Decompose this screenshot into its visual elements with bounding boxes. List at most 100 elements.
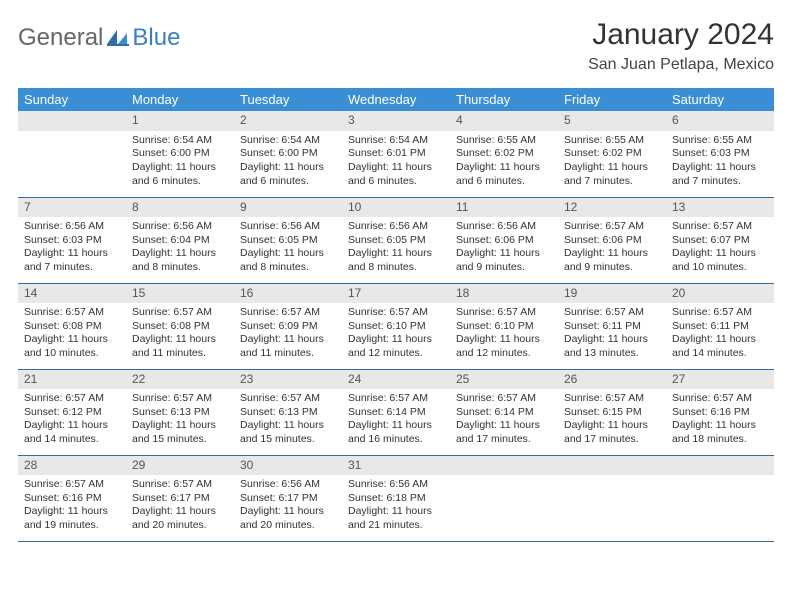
daylight-line: Daylight: 11 hours and 8 minutes. [132, 247, 228, 274]
day-number: 31 [342, 456, 450, 476]
day-content: Sunrise: 6:57 AMSunset: 6:14 PMDaylight:… [450, 389, 558, 452]
sunset-line: Sunset: 6:03 PM [672, 147, 768, 161]
daylight-line: Daylight: 11 hours and 9 minutes. [456, 247, 552, 274]
day-content: Sunrise: 6:57 AMSunset: 6:14 PMDaylight:… [342, 389, 450, 452]
daylight-line: Daylight: 11 hours and 7 minutes. [672, 161, 768, 188]
calendar-table: SundayMondayTuesdayWednesdayThursdayFrid… [18, 88, 774, 542]
sunset-line: Sunset: 6:02 PM [456, 147, 552, 161]
day-number: 15 [126, 284, 234, 304]
weekday-header: Tuesday [234, 88, 342, 111]
sunrise-line: Sunrise: 6:55 AM [456, 134, 552, 148]
sunrise-line: Sunrise: 6:56 AM [132, 220, 228, 234]
daylight-line: Daylight: 11 hours and 6 minutes. [240, 161, 336, 188]
sunset-line: Sunset: 6:11 PM [672, 320, 768, 334]
calendar-empty-cell [450, 455, 558, 541]
sunrise-line: Sunrise: 6:57 AM [672, 392, 768, 406]
logo: General Blue [18, 18, 180, 52]
sunrise-line: Sunrise: 6:56 AM [240, 478, 336, 492]
daylight-line: Daylight: 11 hours and 16 minutes. [348, 419, 444, 446]
calendar-day-cell: 22Sunrise: 6:57 AMSunset: 6:13 PMDayligh… [126, 369, 234, 455]
sunset-line: Sunset: 6:18 PM [348, 492, 444, 506]
sunrise-line: Sunrise: 6:57 AM [240, 392, 336, 406]
sunrise-line: Sunrise: 6:57 AM [132, 478, 228, 492]
sunset-line: Sunset: 6:12 PM [24, 406, 120, 420]
sunrise-line: Sunrise: 6:56 AM [348, 220, 444, 234]
calendar-day-cell: 10Sunrise: 6:56 AMSunset: 6:05 PMDayligh… [342, 197, 450, 283]
weekday-header: Monday [126, 88, 234, 111]
sunset-line: Sunset: 6:16 PM [672, 406, 768, 420]
day-content: Sunrise: 6:56 AMSunset: 6:06 PMDaylight:… [450, 217, 558, 280]
calendar-day-cell: 28Sunrise: 6:57 AMSunset: 6:16 PMDayligh… [18, 455, 126, 541]
day-content: Sunrise: 6:56 AMSunset: 6:04 PMDaylight:… [126, 217, 234, 280]
daylight-line: Daylight: 11 hours and 21 minutes. [348, 505, 444, 532]
day-number: 30 [234, 456, 342, 476]
daylight-line: Daylight: 11 hours and 10 minutes. [24, 333, 120, 360]
sunrise-line: Sunrise: 6:57 AM [672, 306, 768, 320]
sunset-line: Sunset: 6:08 PM [24, 320, 120, 334]
calendar-day-cell: 13Sunrise: 6:57 AMSunset: 6:07 PMDayligh… [666, 197, 774, 283]
calendar-day-cell: 3Sunrise: 6:54 AMSunset: 6:01 PMDaylight… [342, 111, 450, 197]
calendar-week-row: 7Sunrise: 6:56 AMSunset: 6:03 PMDaylight… [18, 197, 774, 283]
day-content: Sunrise: 6:56 AMSunset: 6:05 PMDaylight:… [342, 217, 450, 280]
daylight-line: Daylight: 11 hours and 18 minutes. [672, 419, 768, 446]
day-content: Sunrise: 6:57 AMSunset: 6:12 PMDaylight:… [18, 389, 126, 452]
sunrise-line: Sunrise: 6:57 AM [24, 306, 120, 320]
sunset-line: Sunset: 6:00 PM [240, 147, 336, 161]
daylight-line: Daylight: 11 hours and 17 minutes. [456, 419, 552, 446]
logo-sail-icon [107, 30, 129, 46]
sunrise-line: Sunrise: 6:56 AM [240, 220, 336, 234]
calendar-day-cell: 30Sunrise: 6:56 AMSunset: 6:17 PMDayligh… [234, 455, 342, 541]
daylight-line: Daylight: 11 hours and 9 minutes. [564, 247, 660, 274]
day-content: Sunrise: 6:57 AMSunset: 6:07 PMDaylight:… [666, 217, 774, 280]
calendar-day-cell: 23Sunrise: 6:57 AMSunset: 6:13 PMDayligh… [234, 369, 342, 455]
sunrise-line: Sunrise: 6:57 AM [132, 392, 228, 406]
sunset-line: Sunset: 6:08 PM [132, 320, 228, 334]
day-number: 2 [234, 111, 342, 131]
sunset-line: Sunset: 6:14 PM [348, 406, 444, 420]
calendar-day-cell: 25Sunrise: 6:57 AMSunset: 6:14 PMDayligh… [450, 369, 558, 455]
day-number: 20 [666, 284, 774, 304]
day-number: 29 [126, 456, 234, 476]
day-number: 19 [558, 284, 666, 304]
sunrise-line: Sunrise: 6:54 AM [240, 134, 336, 148]
daylight-line: Daylight: 11 hours and 14 minutes. [24, 419, 120, 446]
daylight-line: Daylight: 11 hours and 8 minutes. [240, 247, 336, 274]
daylight-line: Daylight: 11 hours and 8 minutes. [348, 247, 444, 274]
day-content: Sunrise: 6:57 AMSunset: 6:09 PMDaylight:… [234, 303, 342, 366]
day-content: Sunrise: 6:57 AMSunset: 6:11 PMDaylight:… [666, 303, 774, 366]
calendar-day-cell: 2 Sunrise: 6:54 AMSunset: 6:00 PMDaylight… [234, 111, 342, 197]
day-number: 1 [126, 111, 234, 131]
calendar-day-cell: 14Sunrise: 6:57 AMSunset: 6:08 PMDayligh… [18, 283, 126, 369]
day-number: 9 [234, 198, 342, 218]
sunset-line: Sunset: 6:10 PM [348, 320, 444, 334]
daylight-line: Daylight: 11 hours and 15 minutes. [240, 419, 336, 446]
sunset-line: Sunset: 6:04 PM [132, 234, 228, 248]
calendar-day-cell: 24Sunrise: 6:57 AMSunset: 6:14 PMDayligh… [342, 369, 450, 455]
sunrise-line: Sunrise: 6:57 AM [24, 392, 120, 406]
sunset-line: Sunset: 6:06 PM [456, 234, 552, 248]
day-number: 5 [558, 111, 666, 131]
calendar-week-row: 14Sunrise: 6:57 AMSunset: 6:08 PMDayligh… [18, 283, 774, 369]
sunrise-line: Sunrise: 6:54 AM [132, 134, 228, 148]
day-content: Sunrise: 6:57 AMSunset: 6:15 PMDaylight:… [558, 389, 666, 452]
weekday-header: Saturday [666, 88, 774, 111]
sunrise-line: Sunrise: 6:57 AM [24, 478, 120, 492]
calendar-day-cell: 6Sunrise: 6:55 AMSunset: 6:03 PMDaylight… [666, 111, 774, 197]
calendar-empty-cell [18, 111, 126, 197]
daylight-line: Daylight: 11 hours and 11 minutes. [132, 333, 228, 360]
day-number-empty [558, 456, 666, 476]
sunset-line: Sunset: 6:01 PM [348, 147, 444, 161]
day-number: 24 [342, 370, 450, 390]
daylight-line: Daylight: 11 hours and 17 minutes. [564, 419, 660, 446]
day-number: 12 [558, 198, 666, 218]
day-number-empty [450, 456, 558, 476]
sunrise-line: Sunrise: 6:57 AM [240, 306, 336, 320]
sunrise-line: Sunrise: 6:57 AM [456, 306, 552, 320]
day-content: Sunrise: 6:57 AMSunset: 6:16 PMDaylight:… [666, 389, 774, 452]
sunset-line: Sunset: 6:10 PM [456, 320, 552, 334]
logo-text-blue: Blue [132, 24, 180, 52]
calendar-day-cell: 4Sunrise: 6:55 AMSunset: 6:02 PMDaylight… [450, 111, 558, 197]
day-content: Sunrise: 6:57 AMSunset: 6:13 PMDaylight:… [234, 389, 342, 452]
day-number: 10 [342, 198, 450, 218]
month-title: January 2024 [588, 18, 774, 52]
